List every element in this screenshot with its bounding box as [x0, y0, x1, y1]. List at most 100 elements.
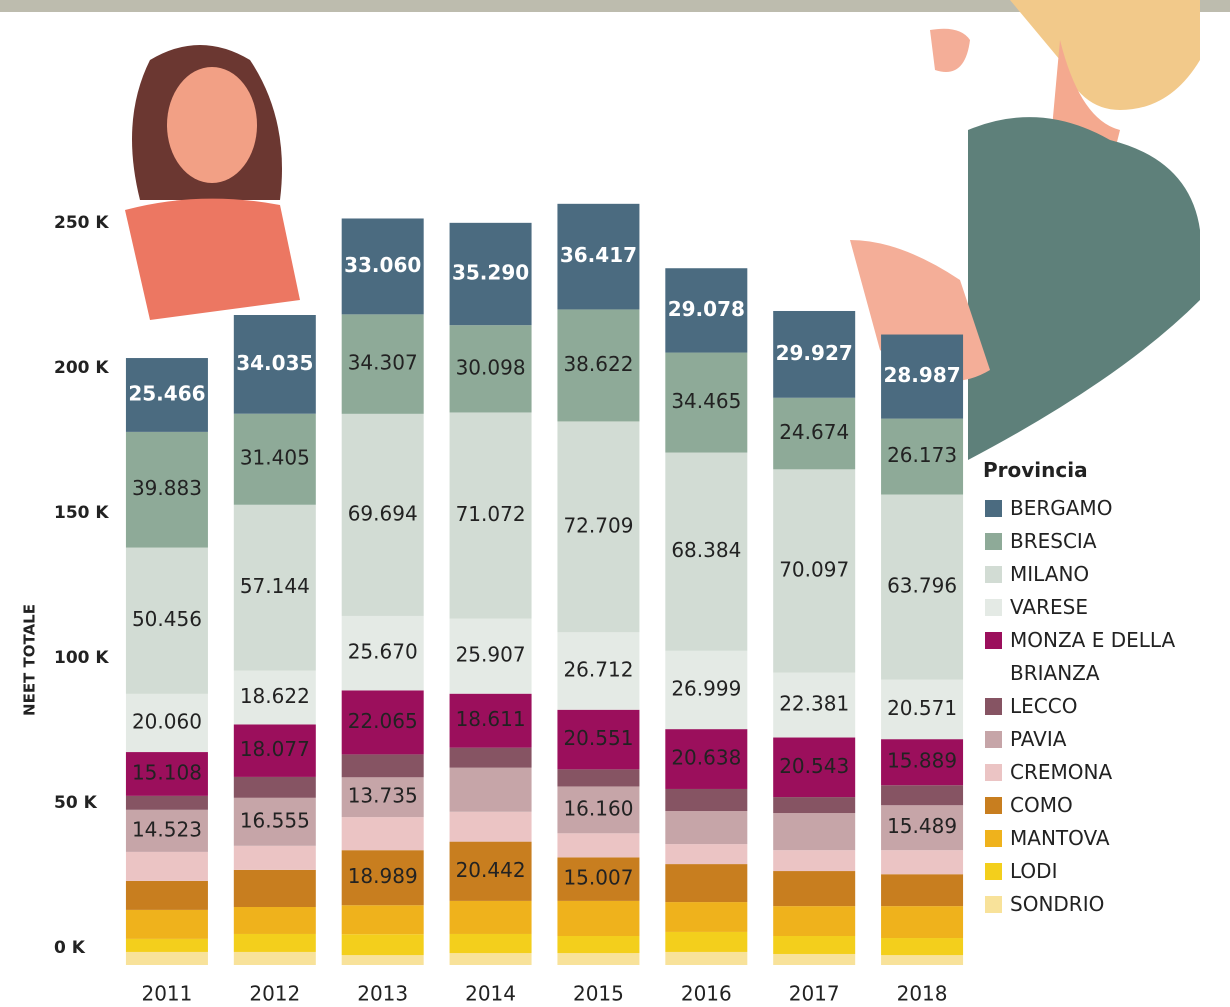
value-label: 70.097 — [779, 557, 849, 581]
legend-swatch — [985, 764, 1002, 781]
bar-segment — [126, 952, 208, 965]
value-label: 26.712 — [563, 658, 633, 682]
legend-swatch — [985, 797, 1002, 814]
value-label: 20.543 — [779, 754, 849, 778]
bar-segment — [126, 881, 208, 910]
bar-segment — [450, 812, 532, 842]
bar-segment — [557, 833, 639, 857]
legend-item: MANTOVA — [983, 822, 1223, 855]
legend-swatch — [985, 698, 1002, 715]
legend-item: VARESE — [983, 591, 1223, 624]
bar-segment — [665, 952, 747, 965]
value-label: 15.489 — [887, 814, 957, 838]
bar-segment — [234, 777, 316, 798]
bar-segment — [773, 936, 855, 954]
y-tick-label: 250 K — [54, 213, 109, 233]
legend-label: COMO — [1010, 789, 1210, 822]
legend-item: CREMONA — [983, 756, 1223, 789]
legend-item: MONZA E DELLA BRIANZA — [983, 624, 1223, 690]
value-label: 50.456 — [132, 607, 202, 631]
value-label: 14.523 — [132, 817, 202, 841]
value-label: 24.674 — [779, 420, 849, 444]
legend-item: COMO — [983, 789, 1223, 822]
value-label: 20.060 — [132, 709, 202, 733]
x-tick-label: 2011 — [141, 982, 192, 1006]
legend-label: VARESE — [1010, 591, 1210, 624]
legend-title: Provincia — [983, 458, 1223, 482]
legend-label: BRESCIA — [1010, 525, 1210, 558]
legend-swatch — [985, 731, 1002, 748]
legend-item: MILANO — [983, 558, 1223, 591]
value-label: 16.160 — [563, 796, 633, 820]
bar-segment — [881, 906, 963, 938]
value-label: 30.098 — [456, 355, 526, 379]
bar-segment — [557, 936, 639, 953]
bar-segment — [126, 852, 208, 881]
bar-segment — [126, 910, 208, 939]
value-label: 25.466 — [128, 381, 205, 405]
value-label: 28.987 — [883, 363, 960, 387]
value-label: 35.290 — [452, 261, 529, 285]
legend-swatch — [985, 863, 1002, 880]
value-label: 13.735 — [348, 784, 418, 808]
legend-label: PAVIA — [1010, 723, 1210, 756]
bar-segment — [881, 785, 963, 805]
x-tick-label: 2013 — [357, 982, 408, 1006]
bar-segment — [234, 846, 316, 870]
legend-label: LECCO — [1010, 690, 1210, 723]
bar-segment — [234, 870, 316, 907]
value-label: 25.907 — [456, 643, 526, 667]
legend-label: LODI — [1010, 855, 1210, 888]
legend-swatch — [985, 896, 1002, 913]
value-label: 26.999 — [671, 676, 741, 700]
illustration-woman — [125, 45, 300, 320]
legend-item: PAVIA — [983, 723, 1223, 756]
legend-label: BERGAMO — [1010, 492, 1210, 525]
bar-segment — [342, 955, 424, 965]
legend-item: SONDRIO — [983, 888, 1223, 921]
bar-segment — [342, 905, 424, 934]
value-label: 34.465 — [671, 389, 741, 413]
value-label: 22.065 — [348, 709, 418, 733]
bar-segment — [773, 813, 855, 850]
bar-segment — [773, 797, 855, 813]
legend-swatch — [985, 533, 1002, 550]
bar-segment — [665, 844, 747, 864]
bar-segment — [450, 748, 532, 768]
bar-segment — [557, 769, 639, 786]
legend-swatch — [985, 500, 1002, 517]
value-label: 15.889 — [887, 749, 957, 773]
value-label: 33.060 — [344, 253, 421, 277]
bar-segment — [881, 874, 963, 906]
value-label: 22.381 — [779, 692, 849, 716]
x-tick-label: 2018 — [897, 982, 948, 1006]
bar-segment — [881, 850, 963, 874]
bar-segment — [450, 953, 532, 965]
x-tick-label: 2016 — [681, 982, 732, 1006]
value-label: 15.108 — [132, 760, 202, 784]
bar-segment — [773, 871, 855, 906]
y-tick-label: 50 K — [54, 793, 98, 813]
value-label: 39.883 — [132, 476, 202, 500]
bar-segment — [342, 934, 424, 955]
y-tick-label: 0 K — [54, 938, 86, 958]
value-label: 18.989 — [348, 864, 418, 888]
legend-item: LODI — [983, 855, 1223, 888]
value-label: 20.551 — [563, 726, 633, 750]
value-label: 36.417 — [560, 243, 637, 267]
bar-segment — [665, 789, 747, 811]
bar-segment — [234, 907, 316, 934]
page: 0 K50 K100 K150 K200 K250 KNEET TOTALE20… — [0, 0, 1230, 1007]
value-label: 31.405 — [240, 446, 310, 470]
bar-segment — [665, 902, 747, 932]
legend-swatch — [985, 830, 1002, 847]
bar-segment — [126, 796, 208, 810]
value-label: 26.173 — [887, 443, 957, 467]
y-tick-label: 150 K — [54, 503, 109, 523]
bar-segment — [665, 811, 747, 844]
bar-segment — [665, 864, 747, 902]
value-label: 18.077 — [240, 737, 310, 761]
bar-segment — [773, 850, 855, 871]
value-label: 25.670 — [348, 640, 418, 664]
